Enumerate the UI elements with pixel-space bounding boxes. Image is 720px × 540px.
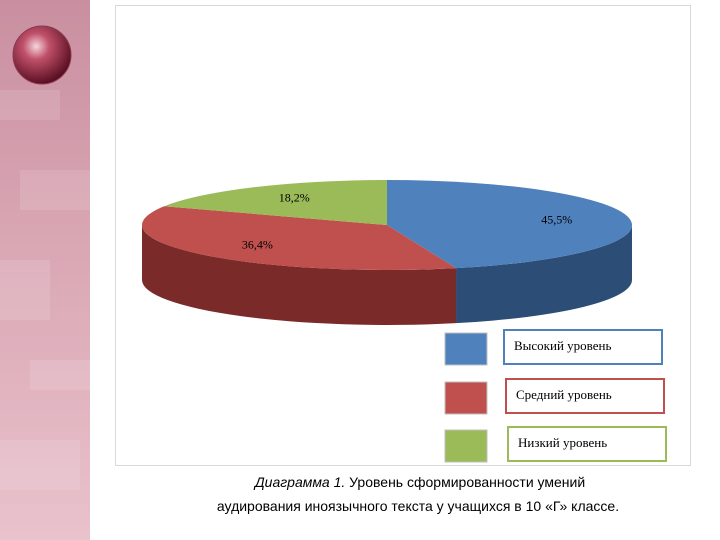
caption-label: Диаграмма 1. [253, 474, 345, 490]
legend-box [507, 426, 667, 462]
legend-label: Низкий уровень [518, 435, 607, 450]
legend-label: Средний уровень [516, 387, 612, 402]
data-label: 45,5% [541, 212, 572, 226]
pie-slice-side [456, 225, 632, 324]
legend-swatch [444, 381, 488, 415]
data-label: 18,2% [279, 190, 310, 204]
pie: 45,5% 36,4% 18,2% [141, 180, 633, 325]
pie-slice [164, 180, 387, 225]
caption-text: аудирования иноязычного текста у учащихс… [217, 498, 619, 514]
pie-slice-side [142, 225, 457, 325]
legend-swatch [444, 332, 488, 366]
strip-pattern [0, 90, 90, 490]
caption-text: Уровень сформированности умений [349, 474, 585, 490]
pie-slice [387, 180, 633, 269]
legend-box [503, 329, 663, 365]
legend-label: Высокий уровень [514, 338, 611, 353]
legend-box [505, 378, 665, 414]
decor-sphere [12, 25, 72, 85]
legend: Высокий уровень Средний уровень Низкий уро… [444, 329, 667, 463]
pie-slice [141, 206, 457, 271]
legend-swatch [444, 429, 488, 463]
side-strip [0, 0, 90, 540]
data-label: 36,4% [242, 237, 273, 251]
caption: Диаграмма 1. Уровень сформированности ум… [253, 474, 585, 490]
